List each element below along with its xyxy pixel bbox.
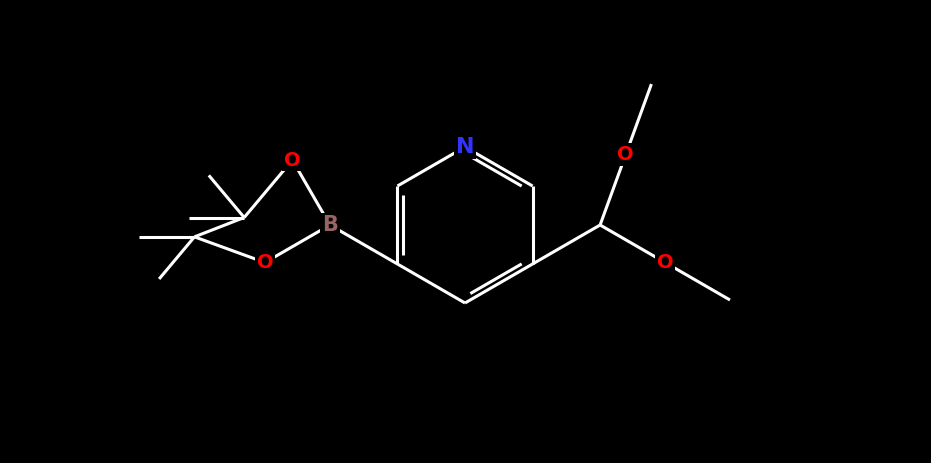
Text: O: O xyxy=(284,150,301,169)
Text: O: O xyxy=(617,145,634,164)
Text: O: O xyxy=(656,253,673,272)
Text: N: N xyxy=(456,137,474,157)
Text: O: O xyxy=(257,253,274,272)
Text: B: B xyxy=(322,215,338,235)
